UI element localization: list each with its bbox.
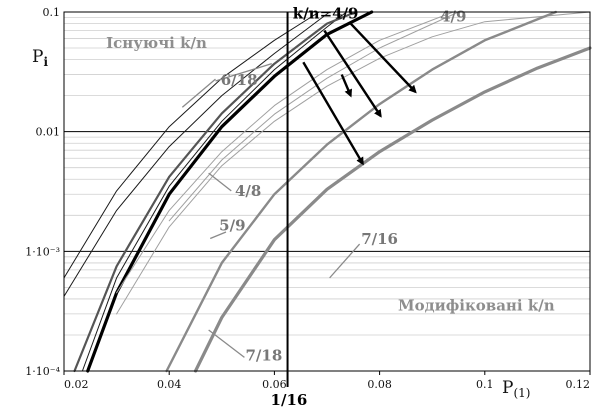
series-line-modified-thin-5	[116, 11, 454, 294]
x-tick-label: 0.04	[157, 378, 182, 391]
x-tick-label: 0.08	[367, 378, 392, 391]
y-tick-label: 1·10⁻³	[25, 245, 60, 258]
series-line-existing-medium-3	[73, 10, 357, 373]
series-line-existing-thick-4	[86, 10, 374, 373]
series-line-modified-thick-9	[193, 46, 592, 373]
series-annotation-1: 4/9	[440, 8, 466, 26]
shift-arrow-1	[349, 22, 417, 94]
label-pointer-3	[209, 231, 227, 240]
series-line-modified-medium-8	[165, 10, 557, 373]
x-tick-label: 0.02	[64, 378, 89, 391]
series-annotation-3: 4/8	[235, 182, 261, 200]
label-pointer-2	[208, 172, 232, 192]
x-axis-label-sub: (1)	[513, 386, 530, 400]
y-tick-label: 0.01	[36, 126, 61, 139]
series-line-existing-thin-0	[63, 11, 320, 279]
series-annotation-2: 6/18	[221, 71, 258, 89]
series-group	[63, 10, 592, 373]
label-pointer-4	[329, 243, 361, 279]
series-annotation-4: 5/9	[219, 216, 245, 234]
shift-arrow-0	[323, 29, 382, 118]
ticks: 0.02 0.04 0.06 0.08 0.1 0.12 1·10⁻⁴ 1·10⁻³ 0.01 0…	[25, 6, 591, 400]
series-line-existing-thin-1	[63, 11, 331, 297]
vertical-marker-label: 1/16	[271, 391, 308, 409]
series-annotation-5: 7/16	[361, 230, 398, 248]
x-tick-label: 0.06	[262, 378, 287, 391]
series-annotation-0: k/n=4/9	[293, 5, 359, 23]
x-tick-label: 0.1	[476, 378, 494, 391]
y-axis-label-sub: i	[43, 55, 48, 69]
series-line-existing-thin-2	[81, 11, 347, 372]
region-label-0: Існуючі k/n	[106, 34, 207, 52]
y-axis-label: Pi	[32, 47, 48, 69]
y-tick-label: 0.1	[43, 6, 61, 19]
label-pointer-1	[215, 63, 272, 82]
label-pointer-0	[181, 78, 216, 108]
x-axis-label: P(1)	[502, 378, 530, 400]
region-label-1: Модифіковані k/n	[398, 297, 555, 315]
text-group: k/n=4/9 4/9 6/18 4/8 5/9 7/16 7/18 Існуючі k/n М…	[106, 5, 555, 409]
label-pointer-5	[208, 329, 245, 358]
shift-arrow-2	[302, 61, 364, 166]
series-line-modified-thin-7	[116, 11, 591, 315]
x-tick-label: 0.12	[566, 378, 591, 391]
shift-arrow-3	[340, 74, 353, 98]
series-line-modified-thin-6	[168, 11, 459, 222]
plot-frame	[63, 11, 591, 372]
series-annotation-6: 7/18	[245, 347, 282, 365]
y-tick-label: 1·10⁻⁴	[25, 365, 60, 378]
arrow-group	[181, 22, 417, 358]
